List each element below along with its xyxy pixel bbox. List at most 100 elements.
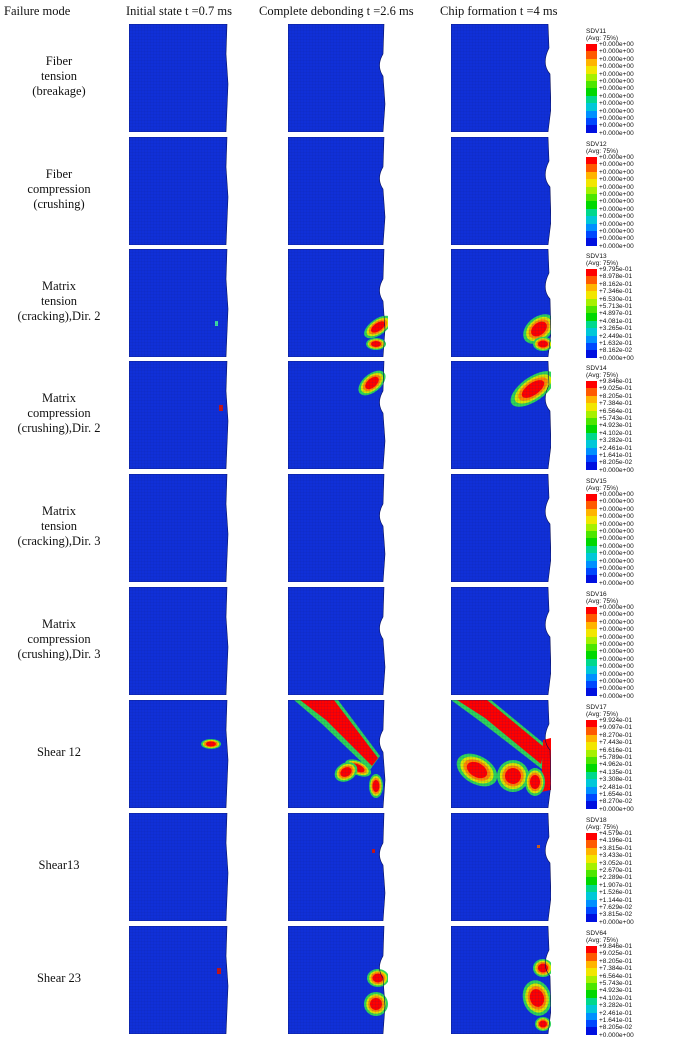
- legend-value: +0.000e+00: [599, 498, 634, 506]
- contour-legend: SDV11 (Avg: 75%) +0.000e+00 +0.000e+00 +0.00…: [586, 28, 690, 137]
- legend-value: +4.135e-01: [599, 768, 633, 776]
- legend-value: +0.000e+00: [599, 77, 634, 85]
- legend-value: +0.000e+00: [599, 663, 634, 671]
- legend-value: +0.000e+00: [599, 572, 634, 580]
- legend-value: +0.000e+00: [599, 611, 634, 619]
- legend-value: +0.000e+00: [599, 242, 634, 250]
- legend-swatch: [586, 953, 597, 961]
- legend-title: SDV14: [586, 365, 607, 372]
- legend-swatch: [586, 291, 597, 299]
- legend-title: SDV15: [586, 478, 607, 485]
- legend-swatch: [586, 567, 597, 576]
- legend-swatch: [586, 899, 597, 907]
- legend-title: SDV16: [586, 591, 607, 598]
- legend-value: +3.815e-02: [599, 911, 633, 919]
- row-label: Matrix tension (cracking),Dir. 2: [0, 279, 118, 324]
- legend-value: +0.000e+00: [599, 41, 634, 48]
- legend-swatch: [586, 179, 597, 187]
- row-label-line: Matrix: [41, 390, 77, 405]
- contour-plot: [451, 24, 551, 132]
- legend-value: +0.000e+00: [599, 183, 634, 191]
- row-label-line: (crushing),Dir. 2: [17, 420, 101, 435]
- legend-swatch: [586, 771, 597, 780]
- legend-swatch: [586, 454, 597, 463]
- row-label-line: compression: [27, 631, 91, 646]
- legend-swatch: [586, 305, 597, 314]
- contour-panel: [129, 700, 229, 808]
- contour-plot: [288, 700, 386, 808]
- row-label-line: Fiber: [45, 166, 73, 181]
- legend-value: +1.907e-01: [599, 881, 633, 889]
- legend-value: +2.461e-01: [599, 1009, 633, 1017]
- legend-swatch: [586, 276, 597, 284]
- legend-swatch: [586, 982, 597, 991]
- legend-avg: (Avg: 75%): [586, 485, 619, 493]
- contour-plot: [129, 926, 229, 1034]
- legend-value: +0.000e+00: [599, 55, 634, 63]
- row-label-line: (cracking),Dir. 3: [17, 533, 101, 548]
- contour-plot: [451, 361, 551, 469]
- legend-value: +3.282e-01: [599, 1002, 633, 1010]
- legend-swatch: [586, 545, 597, 554]
- legend-value: +0.000e+00: [599, 505, 634, 513]
- legend-swatch: [586, 88, 597, 96]
- header-chip-formation: Chip formation t =4 ms: [440, 4, 558, 18]
- legend-swatch: [586, 607, 597, 615]
- legend-avg: (Avg: 75%): [586, 824, 619, 832]
- contour-plot: [288, 926, 388, 1034]
- header-complete-debonding: Complete debonding t =2.6 ms: [259, 4, 414, 18]
- legend-swatch: [586, 892, 597, 900]
- legend-swatch: [586, 523, 597, 531]
- legend-swatch: [586, 410, 597, 418]
- legend-swatch: [586, 80, 597, 89]
- legend-value: +8.270e-02: [599, 798, 633, 806]
- legend-value: +0.000e+00: [599, 354, 634, 362]
- legend-swatch: [586, 58, 597, 67]
- legend-title: SDV18: [586, 817, 607, 824]
- legend-swatch: [586, 884, 597, 893]
- legend-value: +0.000e+00: [599, 1031, 634, 1039]
- contour-plot: [451, 249, 551, 357]
- legend-swatch: [586, 447, 597, 455]
- legend-swatch: [586, 164, 597, 172]
- legend-swatch: [586, 381, 597, 389]
- contour-legend: SDV18 (Avg: 75%) +4.579e-01 +4.196e-01 +3.81…: [586, 817, 690, 926]
- legend-value: +8.162e-01: [599, 280, 633, 288]
- contour-plot: [451, 474, 551, 582]
- legend-value: +1.641e-01: [599, 451, 633, 459]
- legend-value: +0.000e+00: [599, 235, 634, 243]
- legend-swatch: [586, 833, 597, 841]
- legend-swatch: [586, 117, 597, 126]
- legend-value: +0.000e+00: [599, 633, 634, 641]
- legend-value: +0.000e+00: [599, 198, 634, 206]
- legend-swatch: [586, 793, 597, 802]
- legend-value: +1.632e-01: [599, 339, 633, 347]
- legend-value: +0.000e+00: [599, 176, 634, 184]
- legend-swatch: [586, 440, 597, 448]
- legend-swatch: [586, 313, 597, 321]
- legend-value: +0.000e+00: [599, 220, 634, 228]
- contour-panel: [451, 474, 551, 582]
- contour-legend: SDV15 (Avg: 75%) +0.000e+00 +0.000e+00 +0.00…: [586, 478, 690, 587]
- legend-swatch: [586, 727, 597, 735]
- legend-swatch: [586, 103, 597, 111]
- legend-swatch: [586, 764, 597, 772]
- legend-swatch: [586, 51, 597, 59]
- legend-value: +8.978e-01: [599, 273, 633, 281]
- row-label-line: (crushing): [33, 196, 85, 211]
- legend-swatch: [586, 335, 597, 343]
- legend-value: +0.000e+00: [599, 129, 634, 137]
- row-label-line: Shear13: [38, 857, 80, 872]
- legend-value: +9.846e-01: [599, 943, 633, 950]
- legend-swatch: [586, 417, 597, 426]
- legend-value: +4.923e-01: [599, 422, 633, 430]
- contour-plot: [129, 587, 229, 695]
- legend-value: +0.000e+00: [599, 190, 634, 198]
- legend-value: +5.713e-01: [599, 302, 633, 310]
- legend-value: +0.000e+00: [599, 677, 634, 685]
- row-label-line: (crushing),Dir. 3: [17, 646, 101, 661]
- legend-swatch: [586, 855, 597, 863]
- legend-value: +0.000e+00: [599, 92, 634, 100]
- legend-value: +0.000e+00: [599, 168, 634, 176]
- legend-value: +0.000e+00: [599, 918, 634, 926]
